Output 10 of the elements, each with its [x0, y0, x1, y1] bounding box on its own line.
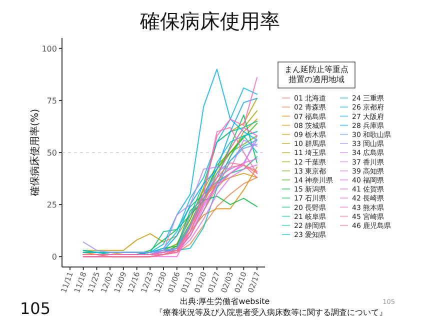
y-tick-label: 25 [46, 200, 57, 210]
y-tick-label: 0 [52, 252, 57, 262]
y-tick-label: 100 [42, 44, 57, 54]
chart-title: 確保病床使用率 [139, 9, 280, 33]
y-axis-title: 確保病床使用率(%) [29, 108, 41, 198]
y-tick-label: 50 [46, 148, 57, 158]
text: 105 [20, 299, 51, 318]
text: 『療養状況等及び入院患者受入病床数等に関する調査について』 [155, 308, 387, 317]
y-tick-label: 75 [46, 96, 57, 106]
source-note: 出典:厚生労働省website [180, 297, 270, 306]
